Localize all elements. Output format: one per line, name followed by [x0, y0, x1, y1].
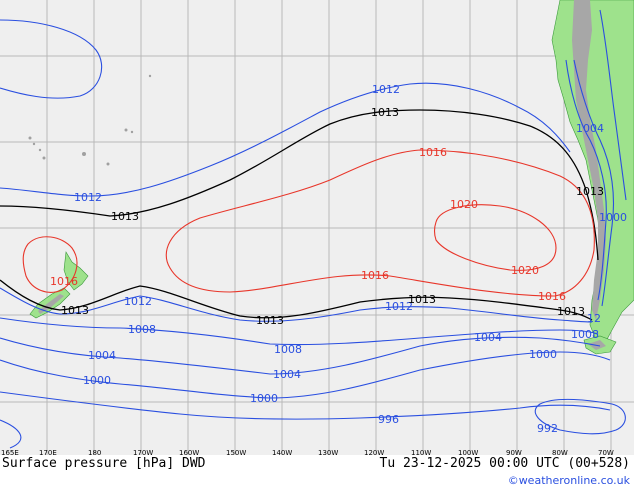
tick-160w: 160W	[179, 449, 199, 457]
label-1020-a: 1020	[450, 198, 478, 211]
label-1004-a: 1004	[88, 349, 116, 362]
tick-100w: 100W	[458, 449, 478, 457]
tick-170e: 170E	[39, 449, 57, 457]
label-1000-b: 1000	[250, 392, 278, 405]
label-1012-left: 1012	[74, 191, 102, 204]
isobar-1016-high	[165, 149, 595, 297]
new-zealand-mountains	[38, 294, 64, 314]
label-1016-top: 1016	[419, 146, 447, 159]
label-1013-left: 1013	[111, 210, 139, 223]
tick-140w: 140W	[272, 449, 292, 457]
isobar-1008	[0, 317, 599, 346]
label-1004-coast: 1004	[576, 122, 604, 135]
label-1000-c: 1000	[529, 348, 557, 361]
label-1008-c: 1008	[571, 328, 599, 341]
tick-70w: 70W	[598, 449, 614, 457]
isobar-992	[534, 398, 626, 435]
isobar-1012-south	[0, 287, 593, 323]
label-1013-top: 1013	[371, 106, 399, 119]
label-1008-a: 1008	[128, 323, 156, 336]
label-1013-mid-d: 1013	[557, 305, 585, 318]
isobar-1000	[0, 351, 611, 399]
tick-120w: 120W	[364, 449, 384, 457]
valid-time: Tu 23-12-2025 00:00 UTC (00+528)	[379, 456, 630, 471]
label-1013-mid-c: 1013	[408, 293, 436, 306]
label-1016-east: 1016	[538, 290, 566, 303]
label-12: 12	[587, 312, 601, 325]
label-1000-a: 1000	[83, 374, 111, 387]
isobar-low-sw	[0, 419, 22, 449]
tick-80w: 80W	[552, 449, 568, 457]
tick-180: 180	[88, 449, 101, 457]
label-1016-mid: 1016	[361, 269, 389, 282]
isobar-996	[0, 391, 611, 420]
label-1012-mid-b: 1012	[385, 300, 413, 313]
label-1013-mid-a: 1013	[61, 304, 89, 317]
isobar-1012-north	[0, 82, 571, 197]
label-1013-mid-b: 1013	[256, 314, 284, 327]
isobar-coastal-1000	[573, 59, 614, 307]
label-1000-coast: 1000	[599, 211, 627, 224]
isobar-1013-north	[0, 109, 599, 261]
graticule	[0, 0, 634, 455]
tick-130w: 130W	[318, 449, 338, 457]
isobar-labels: 1012 1013 1012 1013 1016 1020 1020 1016 …	[50, 83, 627, 435]
isobar-1013-south	[0, 279, 593, 321]
isobar-1016-nz	[22, 236, 78, 293]
label-1016-nz: 1016	[50, 275, 78, 288]
tick-150w: 150W	[226, 449, 246, 457]
label-996: 996	[378, 413, 399, 426]
pacific-islands	[28, 74, 152, 166]
label-1020-b: 1020	[511, 264, 539, 277]
tick-90w: 90W	[506, 449, 522, 457]
isobar-coastal-inland	[599, 9, 627, 201]
tick-165e: 165E	[1, 449, 19, 457]
label-1012-top: 1012	[372, 83, 400, 96]
longitude-ticks: 165E 170E 180 170W 160W 150W 140W 130W 1…	[1, 449, 614, 457]
andes-mountains	[572, 0, 606, 320]
label-1013-right: 1013	[576, 185, 604, 198]
map-title: Surface pressure [hPa] DWD	[2, 456, 206, 471]
tick-110w: 110W	[411, 449, 431, 457]
label-1012-mid-a: 1012	[124, 295, 152, 308]
label-992: 992	[537, 422, 558, 435]
isobar-north-arc	[0, 19, 103, 99]
isobar-1004	[0, 336, 601, 375]
isobar-coastal-1004	[565, 59, 607, 301]
label-1004-c: 1004	[474, 331, 502, 344]
credit-link[interactable]: ©weatheronline.co.uk	[507, 474, 630, 487]
label-1004-b: 1004	[273, 368, 301, 381]
tick-170w: 170W	[133, 449, 153, 457]
isobar-1020-high	[433, 204, 557, 271]
label-1008-b: 1008	[274, 343, 302, 356]
